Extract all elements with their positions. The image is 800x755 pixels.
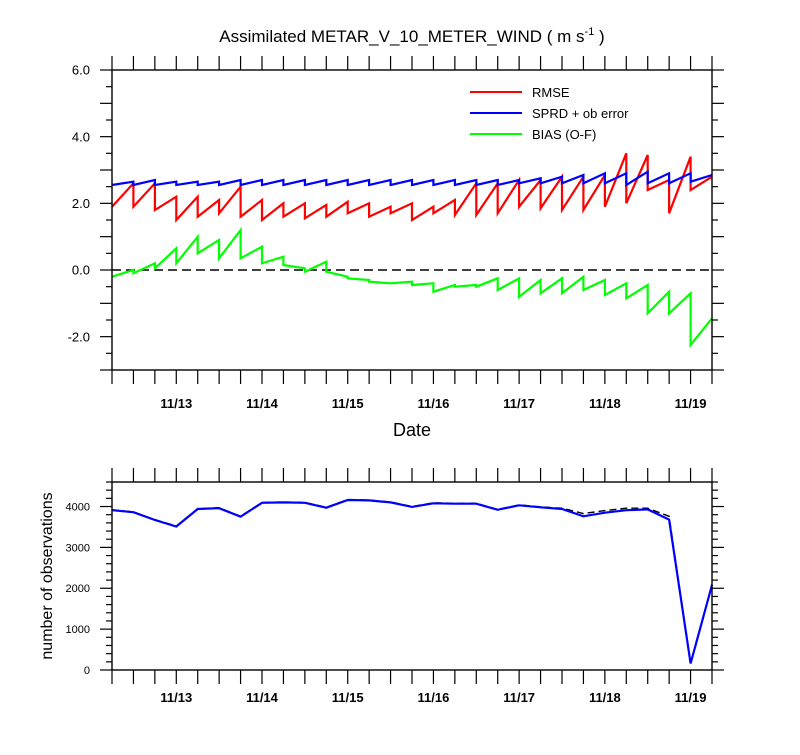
bottom-x-tick-label: 11/14 [246, 690, 279, 705]
bottom-x-tick-label: 11/17 [503, 690, 535, 705]
bottom-x-tick-labels: 11/13 11/14 11/15 11/16 11/17 11/18 11/19 [160, 690, 706, 705]
bottom-y-tick-label: 3000 [66, 542, 90, 554]
legend-label-bias-o-f: BIAS (O-F) [532, 127, 596, 142]
bottom-y-tick-label: 1000 [66, 624, 90, 636]
top-series-line-rmse [111, 152, 713, 223]
top-series-group [111, 152, 713, 349]
top-y-tick-label: 6.0 [72, 63, 90, 78]
top-x-tick-label: 11/14 [246, 396, 279, 411]
top-x-tick-labels: 11/13 11/14 11/15 11/16 11/17 11/18 11/19 [160, 396, 706, 411]
bottom-series-line-possible [111, 498, 713, 664]
top-ticks [100, 56, 724, 384]
top-panel: 6.04.02.00.0-2.0 11/13 11/14 11/15 11/16 11/… [68, 56, 724, 411]
top-plot-frame [111, 69, 713, 371]
top-y-tick-label: 0.0 [72, 263, 90, 278]
legend-label-sprd-ob-error: SPRD + ob error [532, 106, 629, 121]
bottom-x-tick-label: 11/13 [160, 690, 192, 705]
top-series-line-sprd-ob-error [111, 169, 713, 187]
chart-title: Assimilated METAR_V_10_METER_WIND ( m s-… [219, 26, 604, 46]
top-y-tick-label: -2.0 [68, 329, 90, 344]
bottom-y-tick-label: 2000 [66, 583, 90, 595]
bottom-x-tick-label: 11/15 [332, 690, 364, 705]
legend-label-rmse: RMSE [532, 85, 570, 100]
x-axis-label: Date [393, 420, 431, 440]
top-y-tick-labels: 6.0 4.0 2.0 0.0 -2.0 [68, 63, 90, 345]
bottom-x-tick-label: 11/19 [675, 690, 707, 705]
bottom-ticks [100, 468, 724, 684]
top-x-tick-label: 11/17 [503, 396, 535, 411]
legend: RMSE SPRD + ob error BIAS (O-F) [470, 85, 629, 142]
top-series-line-bias-o-f [111, 226, 713, 349]
chart-title-superscript: -1 [585, 26, 595, 38]
top-y-tick-label: 4.0 [72, 129, 90, 144]
bottom-x-tick-label: 11/18 [589, 690, 621, 705]
top-x-tick-label: 11/18 [589, 396, 621, 411]
y-axis-label-observations: number of observations [39, 492, 56, 659]
bottom-series-line-assimilated [111, 498, 714, 664]
bottom-series-group [111, 498, 714, 664]
bottom-y-tick-label: 0 [84, 665, 90, 677]
top-x-tick-label: 11/15 [332, 396, 364, 411]
bottom-x-tick-label: 11/16 [418, 690, 450, 705]
chart-title-close: ) [594, 27, 604, 46]
bottom-y-tick-label: 4000 [66, 501, 90, 513]
top-x-tick-label: 11/19 [675, 396, 707, 411]
bottom-y-tick-labels: 4000 3000 2000 1000 0 [66, 501, 90, 676]
top-x-tick-label: 11/13 [160, 396, 192, 411]
top-y-tick-label: 2.0 [72, 196, 90, 211]
top-x-tick-label: 11/16 [418, 396, 450, 411]
bottom-plot-frame [111, 481, 713, 671]
